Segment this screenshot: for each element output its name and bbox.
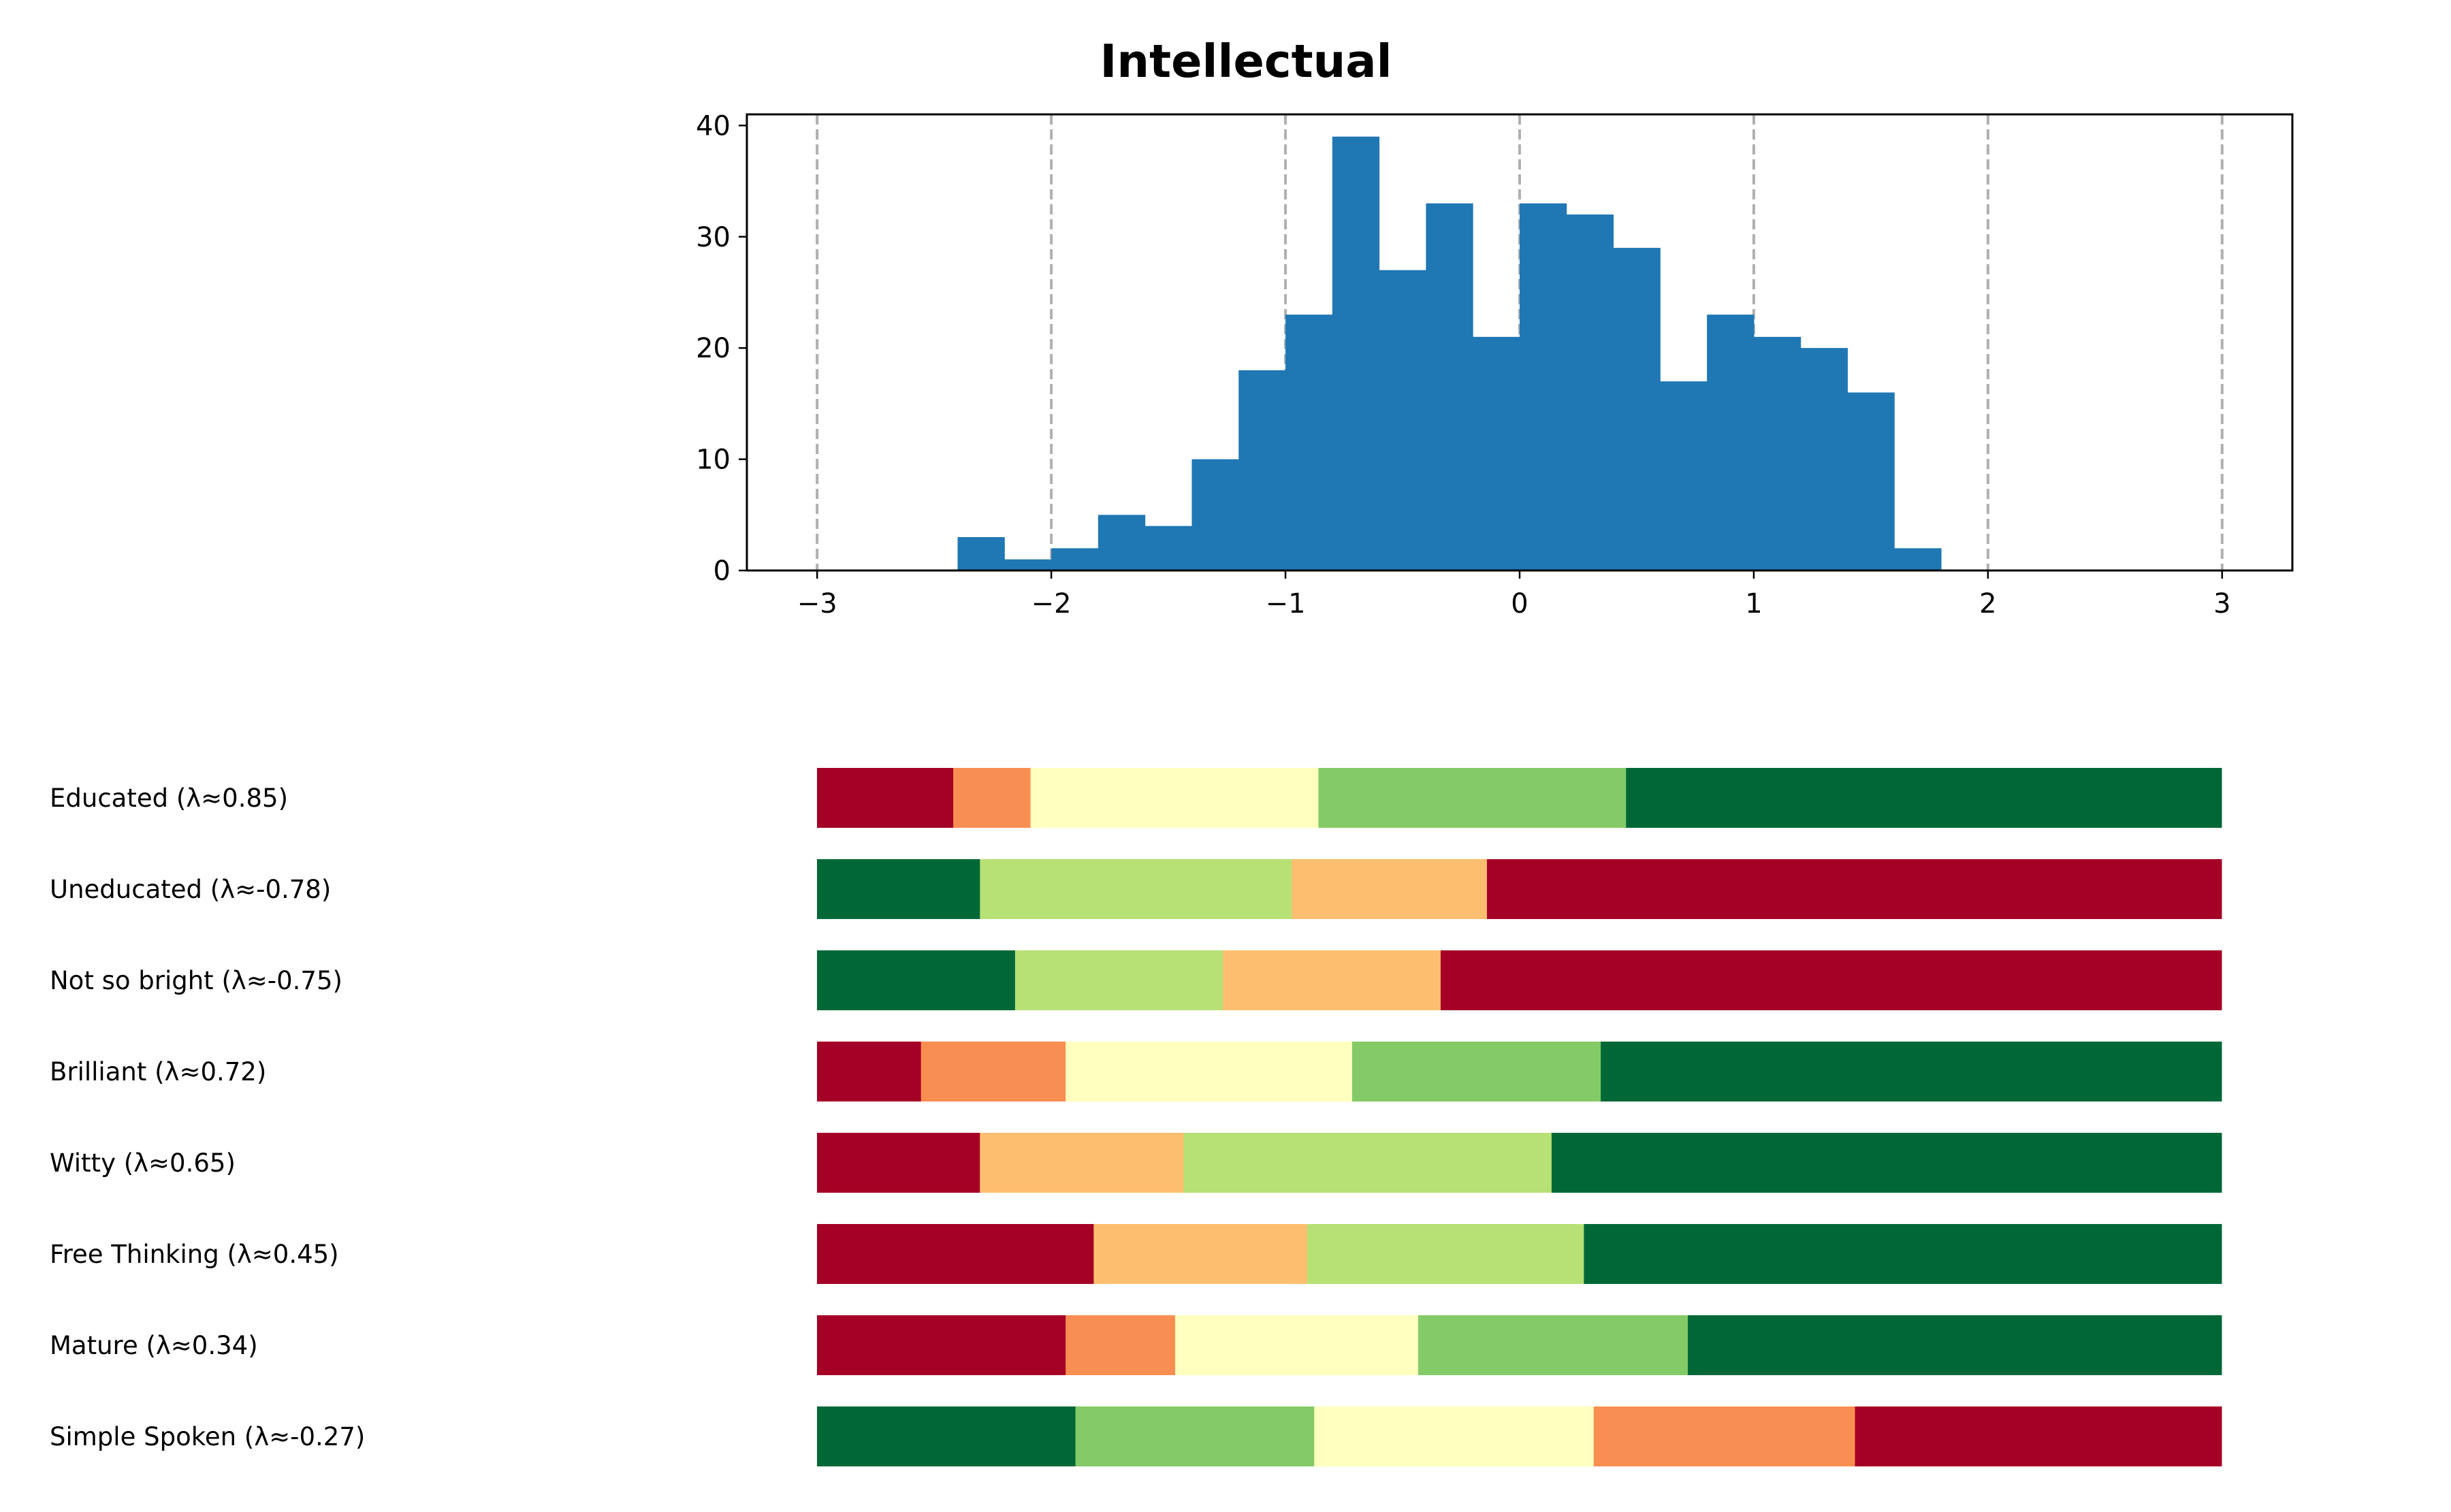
- stacked-bar-row: [817, 950, 2222, 1010]
- histogram-bar: [1332, 136, 1380, 570]
- row-label: Educated (λ≈0.85): [50, 784, 288, 813]
- bar-segment: [1688, 1315, 2222, 1375]
- bar-segment: [1352, 1042, 1601, 1101]
- row-labels: Educated (λ≈0.85) Uneducated (λ≈-0.78) Not…: [50, 784, 365, 1451]
- stacked-bars: [817, 768, 2222, 1466]
- bar-segment: [817, 1224, 1094, 1284]
- histogram-chart: Intellectual −3 −2 −1 0 1 2 3 0 10 20 30 40: [696, 35, 2294, 620]
- bar-segment: [1183, 1133, 1552, 1193]
- bar-segment: [817, 1133, 980, 1193]
- histogram-bar: [1894, 548, 1942, 570]
- stacked-bar-row: [817, 1042, 2222, 1101]
- histogram-bar: [1473, 336, 1520, 570]
- stacked-bar-row: [817, 1315, 2222, 1375]
- row-label: Mature (λ≈0.34): [50, 1331, 258, 1360]
- histogram-bar: [1144, 526, 1192, 570]
- bar-segment: [980, 1133, 1184, 1193]
- x-tick-label: 2: [1979, 588, 1996, 620]
- stacked-bar-row: [817, 768, 2222, 828]
- bar-segment: [1030, 768, 1319, 828]
- stacked-bar-row: [817, 859, 2222, 919]
- bar-segment: [1417, 1315, 1688, 1375]
- bar-segment: [953, 768, 1031, 828]
- bar-segment: [1626, 768, 2222, 828]
- y-tick-label: 10: [696, 445, 731, 476]
- stacked-bar-chart: Educated (λ≈0.85) Uneducated (λ≈-0.78) Not…: [50, 768, 2222, 1466]
- histogram-bar: [1426, 203, 1473, 571]
- bar-segment: [817, 768, 954, 828]
- x-tick-label: −3: [797, 588, 837, 620]
- bar-segment: [817, 859, 980, 919]
- stacked-bar-row: [817, 1133, 2222, 1193]
- bar-segment: [1584, 1224, 2222, 1284]
- bar-segment: [1318, 768, 1627, 828]
- bar-segment: [1314, 1406, 1595, 1466]
- stacked-bar-row: [817, 1224, 2222, 1284]
- histogram-bar: [1613, 248, 1661, 570]
- stacked-bar-row: [817, 1406, 2222, 1466]
- bar-segment: [1066, 1042, 1353, 1101]
- chart-title: Intellectual: [1100, 35, 1392, 88]
- histogram-bar: [1285, 315, 1333, 570]
- bar-segment: [1601, 1042, 2222, 1101]
- x-tick-label: 1: [1745, 588, 1762, 620]
- bar-segment: [1307, 1224, 1584, 1284]
- bar-segment: [817, 1315, 1066, 1375]
- bar-segment: [1593, 1406, 1856, 1466]
- row-label: Uneducated (λ≈-0.78): [50, 875, 331, 904]
- row-label: Free Thinking (λ≈0.45): [50, 1240, 339, 1269]
- histogram-bar: [1098, 515, 1146, 570]
- x-tick-label: 3: [2213, 588, 2230, 620]
- histogram-bar: [1847, 392, 1895, 570]
- bar-segment: [1066, 1315, 1176, 1375]
- row-label: Witty (λ≈0.65): [50, 1148, 236, 1178]
- row-label: Simple Spoken (λ≈-0.27): [50, 1422, 365, 1451]
- bar-segment: [980, 859, 1292, 919]
- x-tick-label: −1: [1266, 588, 1306, 620]
- histogram-bar: [1520, 203, 1567, 571]
- histogram-bar: [1379, 270, 1426, 570]
- histogram-bar: [1800, 348, 1848, 570]
- histogram-bar: [1707, 315, 1755, 570]
- y-tick-label: 20: [696, 333, 731, 364]
- bar-segment: [1175, 1315, 1419, 1375]
- x-tick-label: −2: [1031, 588, 1072, 620]
- y-tick-label: 0: [714, 556, 731, 587]
- histogram-bar: [1238, 370, 1286, 570]
- histogram-bar: [957, 536, 1005, 570]
- bar-segment: [1440, 950, 2222, 1010]
- bar-segment: [920, 1042, 1066, 1101]
- y-tick-label: 30: [696, 222, 731, 253]
- row-label: Brilliant (λ≈0.72): [50, 1057, 266, 1087]
- histogram-bar: [1753, 336, 1801, 570]
- bar-segment: [817, 950, 1016, 1010]
- bar-segment: [817, 1042, 922, 1101]
- histogram-bar: [1051, 548, 1099, 570]
- bar-segment: [1075, 1406, 1315, 1466]
- x-axis-ticks: −3 −2 −1 0 1 2 3: [797, 570, 2231, 620]
- y-axis-ticks: 0 10 20 30 40: [696, 110, 747, 587]
- bar-segment: [1855, 1406, 2222, 1466]
- bar-segment: [1551, 1133, 2222, 1193]
- histogram-bar: [1004, 559, 1052, 570]
- bar-segment: [1014, 950, 1223, 1010]
- bar-segment: [1223, 950, 1441, 1010]
- histogram-bar: [1191, 459, 1239, 570]
- bar-segment: [817, 1406, 1076, 1466]
- x-tick-label: 0: [1511, 588, 1528, 620]
- histogram-bars: [957, 136, 1942, 571]
- bar-segment: [1292, 859, 1488, 919]
- bar-segment: [1093, 1224, 1308, 1284]
- y-tick-label: 40: [696, 110, 731, 142]
- histogram-bar: [1566, 214, 1614, 570]
- bar-segment: [1487, 859, 2222, 919]
- histogram-bar: [1660, 381, 1708, 570]
- row-label: Not so bright (λ≈-0.75): [50, 966, 342, 995]
